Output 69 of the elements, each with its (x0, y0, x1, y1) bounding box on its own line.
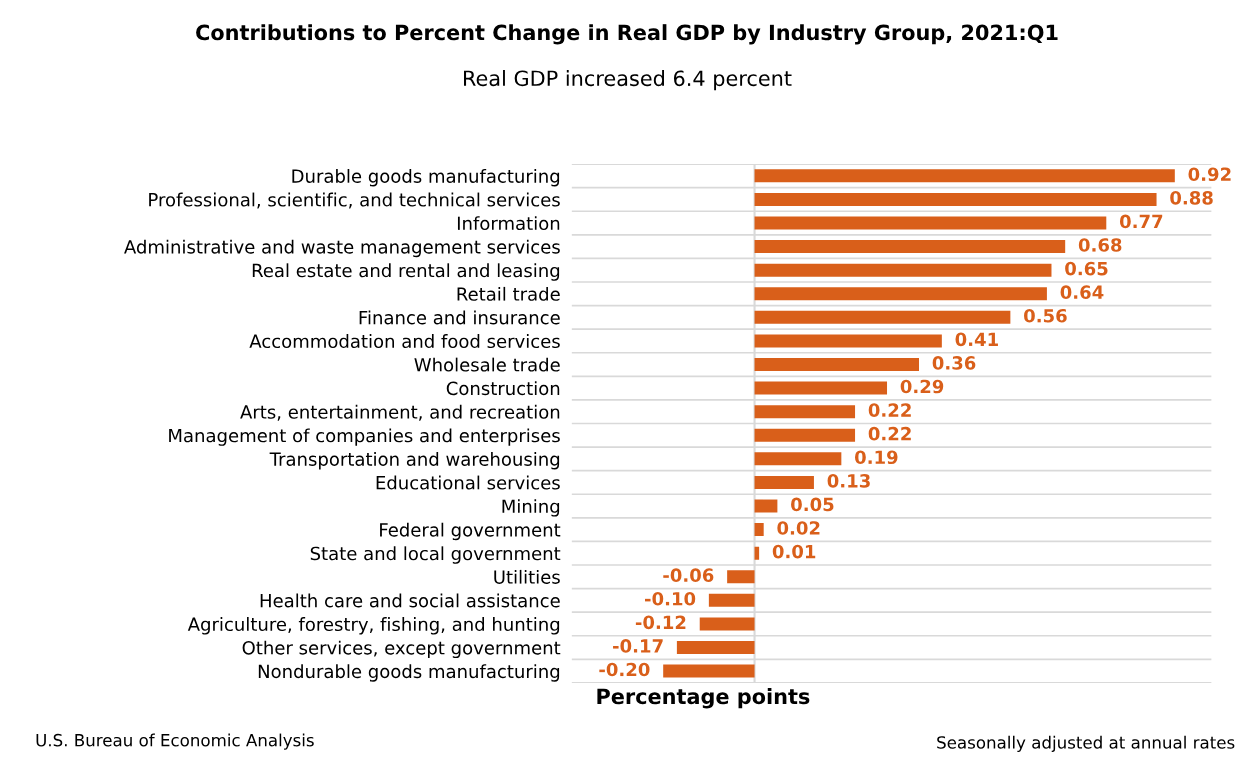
y-tick-label: Educational services (376, 475, 560, 490)
y-tick-label: Finance and insurance (359, 310, 560, 325)
bar (754, 334, 942, 348)
bar (754, 287, 1047, 301)
data-label: 0.02 (777, 521, 820, 535)
data-label: 0.22 (868, 403, 911, 417)
bar (754, 263, 1052, 277)
y-tick-label: Real estate and rental and leasing (252, 263, 560, 281)
data-label: 0.41 (955, 332, 998, 347)
y-tick-label: Durable goods manufacturing (292, 168, 560, 187)
chart-title: Contributions to Percent Change in Real GDP by Industry Group, 2021:Q1 (196, 24, 1058, 45)
bar (727, 570, 755, 584)
y-tick-label: Agriculture, forestry, fishing, and hunting (187, 617, 560, 635)
data-label: 0.88 (1170, 191, 1213, 205)
text: U.S. Bureau of Economic Analysis (36, 733, 314, 750)
bar (699, 617, 755, 631)
y-tick-label: Health care and social assistance (260, 593, 560, 608)
data-label: -0.06 (663, 568, 714, 582)
bar (676, 641, 755, 654)
data-label: 0.29 (900, 379, 944, 394)
data-label: -0.20 (599, 662, 650, 677)
data-label: -0.12 (635, 615, 686, 630)
y-tick-label: Federal government (380, 522, 561, 541)
y-tick-label: Information (457, 216, 560, 231)
bar (708, 593, 755, 607)
y-tick-label: Nondurable goods manufacturing (258, 664, 560, 682)
text: Seasonally adjusted at annual rates (937, 735, 1235, 752)
x-axis-title: Percentage points (597, 688, 810, 709)
data-label: 0.13 (827, 474, 870, 488)
data-label: 0.01 (772, 544, 816, 559)
bar (754, 240, 1066, 254)
y-tick-label: Wholesale trade (414, 357, 560, 372)
bar (754, 452, 842, 466)
y-tick-label: Mining (502, 499, 560, 517)
chart-subtitle: Real GDP increased 6.4 percent (464, 70, 792, 91)
y-tick-label: Management of companies and enterprises (169, 428, 560, 446)
bar (663, 664, 755, 678)
data-label: 0.19 (855, 450, 898, 465)
y-tick-label: Arts, entertainment, and recreation (240, 404, 560, 421)
y-tick-label: Construction (446, 381, 560, 396)
data-label: -0.17 (613, 639, 663, 653)
data-label: 0.36 (932, 356, 976, 370)
bar (754, 358, 919, 371)
bar (754, 405, 856, 419)
bar (754, 169, 1175, 183)
y-tick-label: Professional, scientific, and technical services (149, 192, 560, 209)
y-tick-label: Other services, except government (242, 640, 561, 659)
bar (754, 381, 888, 395)
y-tick-label: Accommodation and food services (249, 334, 560, 349)
data-label: 0.22 (868, 426, 911, 441)
bar (754, 523, 764, 537)
bar (754, 310, 1011, 324)
bar (754, 216, 1107, 230)
data-label: 0.65 (1065, 261, 1108, 276)
y-tick-label: State and local government (310, 546, 561, 564)
data-label: 0.56 (1024, 308, 1067, 323)
bar (754, 475, 814, 489)
y-tick-label: Administrative and waste management services (124, 239, 560, 258)
bar (754, 192, 1157, 206)
bar (754, 428, 856, 442)
data-label: 0.64 (1060, 285, 1104, 299)
y-tick-label: Retail trade (457, 286, 560, 301)
y-tick-label: Transportation and warehousing (269, 451, 560, 470)
data-label: 0.05 (791, 497, 834, 512)
data-label: 0.92 (1188, 167, 1231, 182)
y-tick-label: Utilities (494, 569, 560, 584)
data-label: 0.68 (1078, 238, 1122, 252)
data-label: -0.10 (645, 591, 696, 606)
data-label: 0.77 (1119, 214, 1163, 229)
